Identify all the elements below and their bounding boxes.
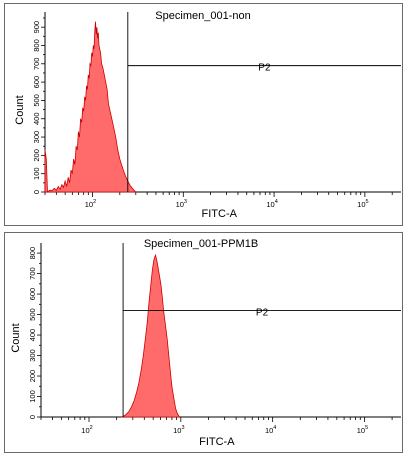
histogram-panel-non: Specimen_001-non 0 100 200 300 400 500 600 700 80… xyxy=(4,3,403,226)
y-tick-label: 700 xyxy=(28,267,37,280)
gate-label: P2 xyxy=(258,63,271,74)
y-tick-label: 300 xyxy=(32,131,41,144)
x-tick-label: 105 xyxy=(357,425,368,435)
y-tick-label: 900 xyxy=(32,21,41,34)
x-axis-title: FITC-A xyxy=(202,208,238,220)
histogram-area xyxy=(120,253,181,418)
chart-title: Specimen_001-PPM1B xyxy=(144,238,258,250)
x-tick-label: 103 xyxy=(176,199,187,209)
y-tick-label: 0 xyxy=(32,190,41,194)
histogram-panel-ppm1b: Specimen_001-PPM1B 0 100 200 300 400 500 600 700… xyxy=(4,232,403,453)
y-tick-label: 800 xyxy=(32,39,41,52)
x-tick-label: 104 xyxy=(265,425,276,435)
histogram-non: Specimen_001-non 0 100 200 300 400 500 600 700 80… xyxy=(14,10,401,220)
x-tick-label: 102 xyxy=(81,425,92,435)
y-tick-label: 500 xyxy=(28,308,37,321)
y-axis-title: Count xyxy=(14,95,26,124)
y-tick-label: 300 xyxy=(28,349,37,362)
y-axis-title: Count xyxy=(10,323,22,352)
x-tick-label: 103 xyxy=(173,425,184,435)
y-tick-label: 200 xyxy=(32,149,41,162)
x-axis-title: FITC-A xyxy=(199,436,235,448)
x-tick-label: 104 xyxy=(266,199,277,209)
y-tick-label: 600 xyxy=(32,76,41,89)
y-tick-label: 700 xyxy=(32,58,41,71)
x-tick-label: 102 xyxy=(85,199,96,209)
histogram-ppm1b: Specimen_001-PPM1B 0 100 200 300 400 500 600 700… xyxy=(10,238,401,448)
chart-title: Specimen_001-non xyxy=(155,10,250,22)
x-tick-label: 105 xyxy=(357,199,368,209)
y-tick-label: 200 xyxy=(28,370,37,383)
y-tick-label: 100 xyxy=(28,390,37,403)
y-tick-label: 0 xyxy=(28,415,37,419)
y-tick-label: 600 xyxy=(28,288,37,301)
gate-label: P2 xyxy=(256,307,269,318)
y-tick-label: 400 xyxy=(28,329,37,342)
y-tick-label: 500 xyxy=(32,94,41,107)
y-tick-label: 400 xyxy=(32,112,41,125)
histogram-area xyxy=(44,21,137,193)
y-tick-label: 100 xyxy=(32,167,41,180)
y-tick-label: 800 xyxy=(28,247,37,260)
